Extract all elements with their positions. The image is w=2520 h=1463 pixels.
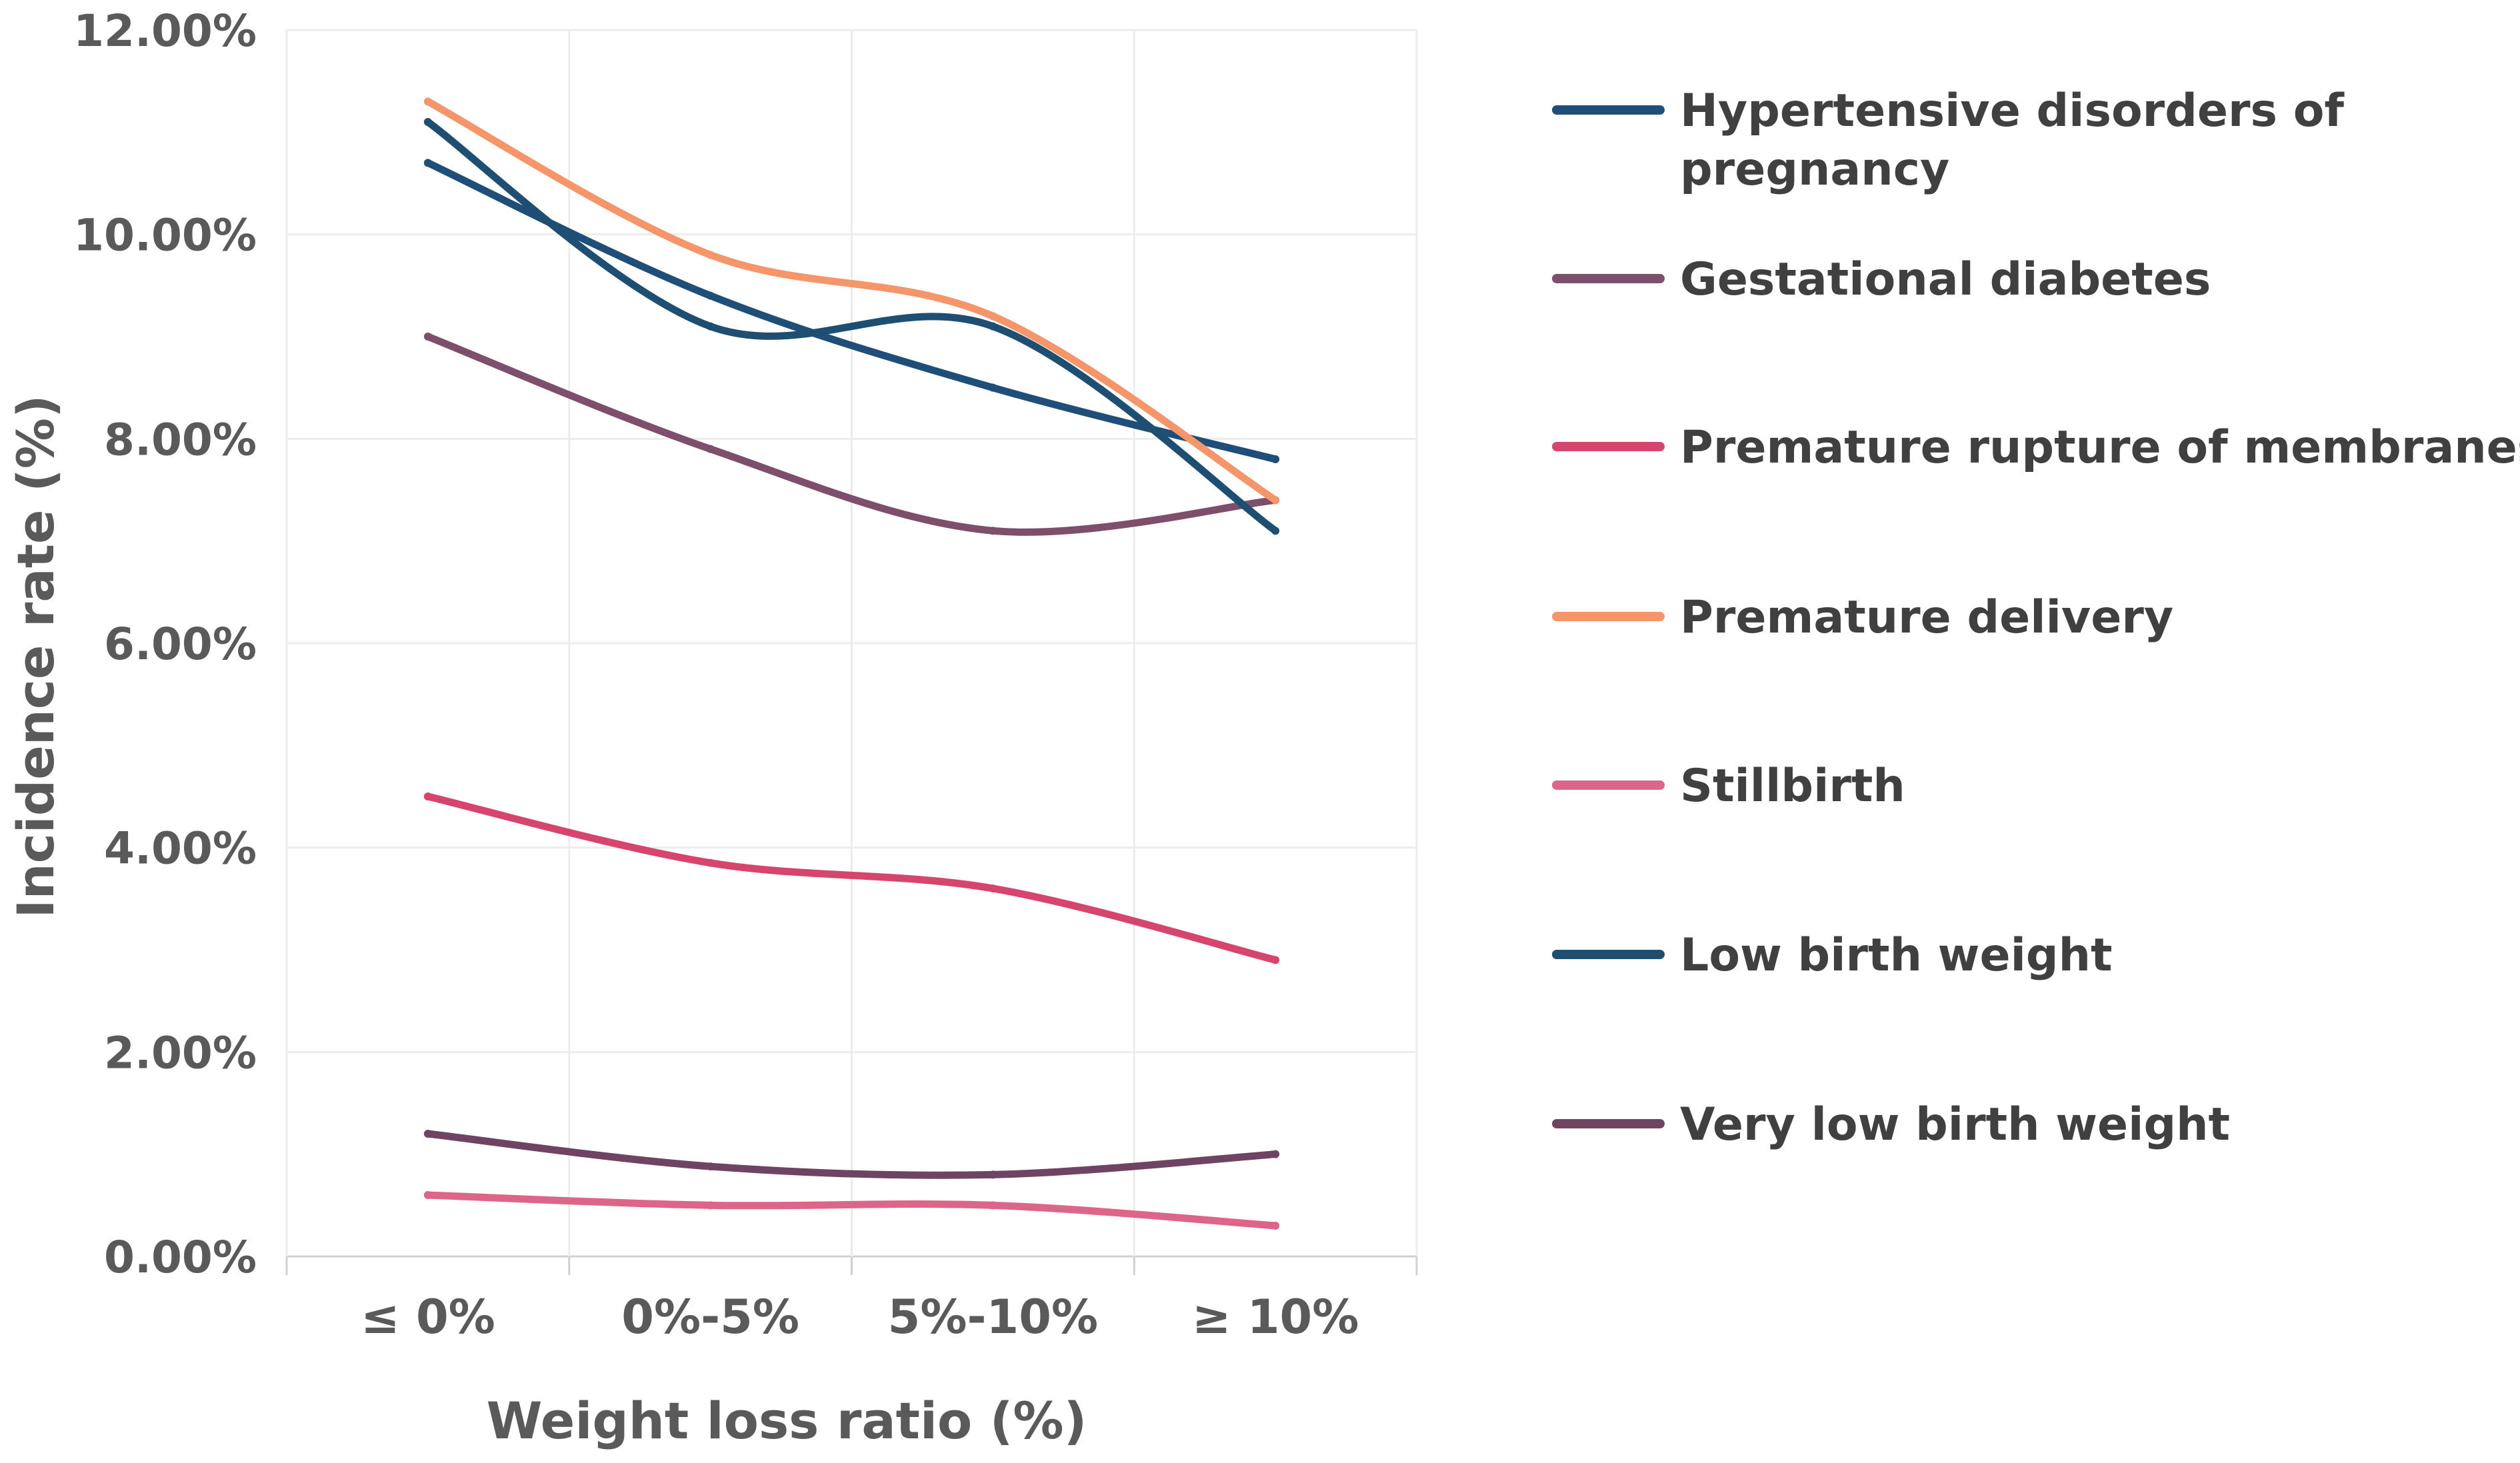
data-point-very-low-birth-weight bbox=[989, 1170, 997, 1179]
data-point-premature-rupture-of-membranes bbox=[1271, 956, 1280, 964]
x-tick-label: 0%-5% bbox=[621, 1290, 799, 1344]
x-tick-label: ≤ 0% bbox=[361, 1290, 495, 1344]
legend-label-premature-rupture-of-membranes: Premature rupture of membranes bbox=[1680, 421, 2520, 474]
data-point-hypertensive-disorders-of-pregnancy bbox=[706, 291, 715, 300]
data-point-very-low-birth-weight bbox=[1271, 1150, 1280, 1158]
data-point-low-birth-weight bbox=[1271, 527, 1280, 535]
data-point-premature-rupture-of-membranes bbox=[706, 858, 715, 867]
data-point-premature-rupture-of-membranes bbox=[423, 792, 432, 800]
legend-label-premature-delivery: Premature delivery bbox=[1680, 591, 2173, 644]
data-point-very-low-birth-weight bbox=[423, 1130, 432, 1138]
data-point-premature-rupture-of-membranes bbox=[989, 884, 997, 892]
x-tick-label: 5%-10% bbox=[888, 1290, 1098, 1344]
legend-label-stillbirth: Stillbirth bbox=[1680, 760, 1905, 812]
data-point-hypertensive-disorders-of-pregnancy bbox=[423, 159, 432, 167]
y-tick-label: 12.00% bbox=[73, 5, 257, 57]
legend-label-low-birth-weight: Low birth weight bbox=[1680, 929, 2113, 982]
x-axis-title: Weight loss ratio (%) bbox=[487, 1391, 1087, 1450]
data-point-gestational-diabetes bbox=[423, 333, 432, 341]
series-line-very-low-birth-weight bbox=[424, 1130, 1279, 1179]
legend-label-gestational-diabetes: Gestational diabetes bbox=[1680, 253, 2211, 306]
legend-label-hypertensive-disorders-of-pregnancy: pregnancy bbox=[1680, 143, 1949, 196]
data-point-stillbirth bbox=[706, 1201, 715, 1210]
data-point-stillbirth bbox=[989, 1201, 997, 1210]
y-tick-label: 4.00% bbox=[104, 823, 257, 874]
legend-label-very-low-birth-weight: Very low birth weight bbox=[1680, 1098, 2230, 1151]
data-point-premature-delivery bbox=[1271, 496, 1280, 505]
data-point-premature-delivery bbox=[989, 312, 997, 321]
data-point-premature-delivery bbox=[706, 251, 715, 259]
series-line-low-birth-weight bbox=[424, 118, 1279, 535]
y-tick-label: 8.00% bbox=[104, 414, 257, 465]
axis-layer: 0.00% 2.00% 4.00% 6.00% 8.00% 10.00% 12.00% ≤ 0… bbox=[73, 5, 1418, 1344]
y-axis-title: Incidence rate (%) bbox=[6, 395, 65, 918]
data-point-very-low-birth-weight bbox=[706, 1162, 715, 1171]
y-tick-label: 10.00% bbox=[73, 210, 257, 261]
data-point-stillbirth bbox=[1271, 1222, 1280, 1230]
x-tick-label: ≥ 10% bbox=[1192, 1290, 1359, 1344]
legend-label-hypertensive-disorders-of-pregnancy: Hypertensive disorders of bbox=[1680, 85, 2345, 137]
y-tick-label: 0.00% bbox=[104, 1232, 257, 1283]
series-line-premature-rupture-of-membranes bbox=[424, 792, 1279, 964]
legend: Hypertensive disorders of pregnancy Gestat… bbox=[1552, 85, 2520, 1151]
data-point-gestational-diabetes bbox=[989, 527, 997, 535]
series-line-stillbirth bbox=[424, 1191, 1279, 1230]
grid-layer bbox=[285, 29, 1418, 1258]
y-tick-label: 6.00% bbox=[104, 619, 257, 670]
series-line-premature-delivery bbox=[424, 97, 1279, 504]
data-point-low-birth-weight bbox=[706, 322, 715, 331]
data-point-hypertensive-disorders-of-pregnancy bbox=[1271, 455, 1280, 463]
data-point-premature-delivery bbox=[423, 97, 432, 106]
data-point-low-birth-weight bbox=[423, 118, 432, 126]
data-point-gestational-diabetes bbox=[706, 445, 715, 453]
y-tick-label: 2.00% bbox=[104, 1027, 257, 1078]
series-layer bbox=[423, 97, 1280, 1230]
series-line-gestational-diabetes bbox=[424, 333, 1279, 536]
data-point-low-birth-weight bbox=[989, 322, 997, 331]
data-point-hypertensive-disorders-of-pregnancy bbox=[989, 383, 997, 392]
data-point-stillbirth bbox=[423, 1191, 432, 1199]
